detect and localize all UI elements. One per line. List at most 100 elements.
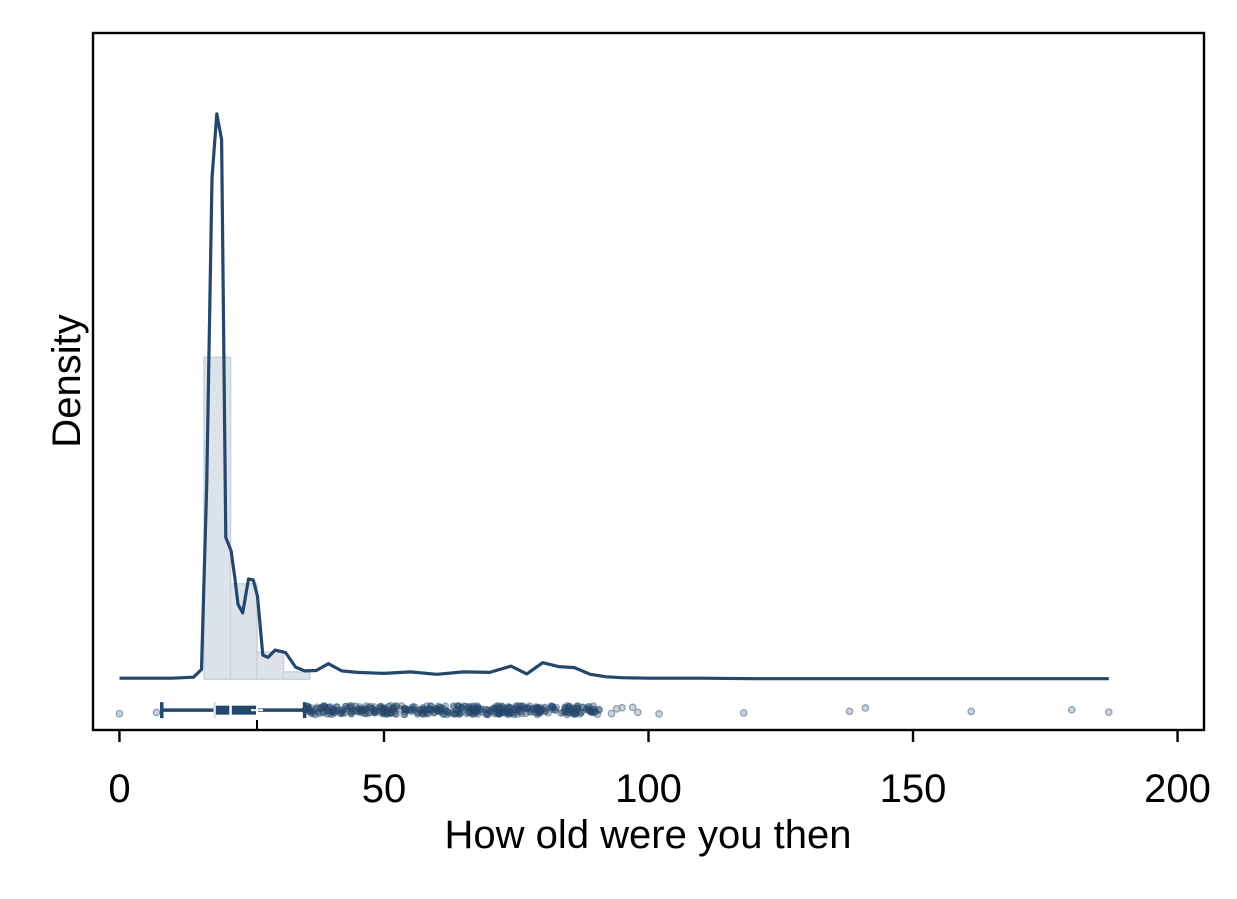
data-point — [323, 707, 331, 715]
data-point — [380, 706, 389, 715]
x-tick-label: 200 — [1144, 767, 1211, 811]
data-point — [590, 705, 598, 713]
data-point — [370, 708, 379, 717]
data-point — [484, 710, 492, 719]
data-point — [377, 702, 385, 710]
data-point — [587, 708, 596, 716]
data-point — [492, 709, 500, 717]
data-point — [488, 708, 496, 716]
data-point — [407, 706, 415, 714]
data-point — [465, 702, 473, 711]
data-point — [416, 705, 425, 714]
data-point — [321, 702, 329, 710]
x-axis-ticks: 0 50 100 150 200 — [108, 730, 1211, 811]
data-point — [541, 703, 549, 711]
data-point — [400, 710, 408, 719]
data-point — [335, 706, 344, 714]
data-point — [364, 708, 372, 717]
data-point — [434, 702, 443, 710]
x-tick-label: 100 — [615, 767, 682, 811]
data-point — [454, 709, 463, 717]
data-point — [568, 707, 576, 715]
outlier-point — [655, 710, 663, 718]
data-point — [425, 705, 434, 714]
data-point — [495, 710, 503, 718]
data-point — [498, 702, 506, 710]
data-point — [444, 708, 452, 716]
data-point — [522, 709, 530, 718]
data-point — [557, 709, 565, 717]
data-point — [561, 703, 569, 711]
data-point — [494, 702, 502, 710]
data-point — [572, 709, 581, 717]
data-point — [452, 706, 461, 714]
data-point — [482, 705, 490, 713]
data-point — [510, 710, 518, 719]
x-tick-label: 50 — [362, 767, 407, 811]
data-point — [519, 702, 528, 710]
data-point — [315, 709, 324, 718]
data-point — [418, 705, 427, 713]
data-point — [483, 706, 492, 714]
data-point — [464, 705, 473, 714]
data-point — [328, 706, 336, 715]
data-point — [421, 707, 429, 716]
data-point — [570, 704, 578, 712]
data-point — [505, 708, 513, 716]
data-point — [437, 708, 445, 716]
data-point — [498, 708, 506, 716]
data-point — [468, 710, 477, 719]
data-point — [475, 705, 483, 714]
data-point — [348, 702, 356, 710]
data-point — [512, 702, 520, 710]
data-point — [505, 705, 513, 713]
data-point — [536, 703, 545, 712]
data-point — [494, 706, 503, 714]
data-point — [582, 705, 590, 713]
data-point — [481, 710, 490, 718]
data-point — [578, 703, 587, 711]
data-point — [330, 709, 339, 717]
data-point — [577, 708, 585, 717]
data-point — [465, 708, 474, 716]
data-point — [342, 702, 350, 711]
boxplot-layer — [160, 702, 307, 730]
data-point — [568, 706, 576, 714]
data-point — [486, 707, 494, 715]
data-point — [419, 709, 427, 718]
data-point — [532, 703, 540, 711]
data-point — [311, 705, 320, 713]
data-point — [497, 705, 505, 714]
data-point — [371, 706, 379, 715]
data-point — [435, 703, 444, 712]
data-point — [408, 705, 417, 713]
data-point — [514, 701, 522, 710]
data-point — [534, 704, 543, 712]
data-point — [502, 709, 510, 717]
data-point — [354, 705, 362, 713]
data-point — [428, 706, 437, 714]
data-point — [460, 702, 468, 710]
data-point — [397, 702, 406, 710]
data-point — [429, 709, 438, 717]
data-point — [427, 702, 435, 710]
data-point — [408, 703, 416, 712]
data-point — [498, 704, 507, 712]
data-point — [428, 705, 436, 714]
data-point — [347, 707, 356, 716]
data-point — [423, 708, 431, 716]
data-point — [346, 703, 354, 711]
data-point — [343, 704, 352, 713]
data-point — [340, 709, 349, 717]
outlier-point — [1067, 705, 1076, 714]
data-point — [434, 706, 442, 714]
data-point — [498, 705, 506, 714]
data-point — [577, 708, 585, 716]
data-point — [489, 704, 498, 712]
data-point — [524, 703, 532, 712]
data-point — [307, 707, 315, 715]
data-point — [355, 708, 363, 716]
data-point — [390, 704, 398, 713]
data-point — [538, 705, 546, 714]
data-point — [563, 710, 571, 719]
